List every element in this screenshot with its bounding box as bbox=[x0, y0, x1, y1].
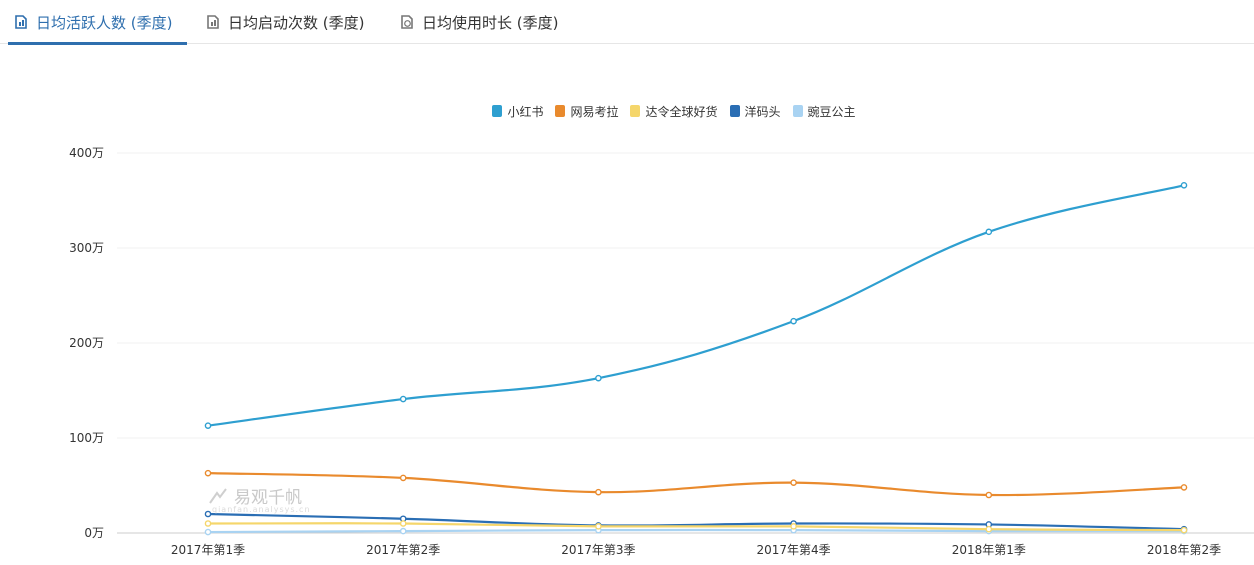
x-tick-label-0: 2017年第1季 bbox=[171, 543, 245, 557]
data-point-s4-1 bbox=[399, 527, 407, 535]
data-point-s0-4 bbox=[985, 228, 993, 236]
document-chart-icon bbox=[207, 15, 219, 29]
x-tick-label-4: 2018年第1季 bbox=[952, 543, 1026, 557]
series-line-4 bbox=[207, 528, 1185, 534]
data-point-s2-0 bbox=[204, 520, 212, 527]
legend-label: 洋码头 bbox=[744, 104, 781, 119]
legend-item-2[interactable]: 达令全球好货 bbox=[630, 103, 718, 120]
data-point-s4-0 bbox=[204, 528, 212, 536]
data-point-s1-5 bbox=[1180, 484, 1188, 491]
data-point-s2-2 bbox=[595, 523, 602, 530]
tab-daily-usage-time[interactable]: 日均使用时长 (季度) bbox=[400, 0, 558, 44]
data-point-s2-3 bbox=[790, 523, 797, 530]
tab-daily-launches[interactable]: 日均启动次数 (季度) bbox=[206, 0, 364, 44]
data-point-s0-0 bbox=[204, 422, 212, 429]
data-point-s0-1 bbox=[399, 395, 407, 403]
watermark: 易观千帆 bbox=[208, 483, 302, 508]
watermark-logo-icon bbox=[209, 487, 227, 504]
data-point-s0-5 bbox=[1180, 181, 1188, 189]
x-tick-label-5: 2018年第2季 bbox=[1147, 543, 1221, 557]
data-point-s2-1 bbox=[399, 520, 407, 527]
tab-label: 日均启动次数 (季度) bbox=[228, 13, 365, 32]
data-point-s1-2 bbox=[595, 488, 602, 496]
legend-swatch bbox=[555, 105, 566, 117]
legend-swatch bbox=[630, 105, 641, 117]
y-tick-label-2: 200万 bbox=[69, 336, 104, 350]
watermark-text: 易观千帆 bbox=[234, 488, 302, 508]
legend-item-4[interactable]: 豌豆公主 bbox=[792, 103, 856, 120]
x-tick-label-2: 2017年第3季 bbox=[561, 543, 635, 557]
data-point-s1-4 bbox=[985, 491, 993, 499]
data-point-s3-0 bbox=[204, 510, 212, 518]
legend-swatch bbox=[792, 105, 803, 117]
legend-item-1[interactable]: 网易考拉 bbox=[555, 103, 618, 120]
legend-item-0[interactable]: 小红书 bbox=[492, 103, 543, 120]
watermark-subtext: qianfan.analysys.cn bbox=[212, 505, 311, 514]
document-clock-icon bbox=[401, 15, 413, 29]
legend-swatch bbox=[729, 105, 740, 117]
y-tick-label-3: 300万 bbox=[69, 241, 104, 255]
data-point-s0-2 bbox=[595, 374, 602, 382]
y-tick-label-4: 400万 bbox=[69, 146, 104, 160]
legend-item-3[interactable]: 洋码头 bbox=[729, 103, 781, 120]
data-point-s1-1 bbox=[399, 474, 407, 482]
series-line-0 bbox=[207, 184, 1185, 427]
legend-label: 豌豆公主 bbox=[807, 104, 856, 119]
x-tick-label-1: 2017年第2季 bbox=[366, 543, 440, 557]
chart-legend: 小红书 网易考拉 达令全球好货 洋码头 豌豆公主 bbox=[0, 101, 1254, 121]
data-point-s2-4 bbox=[985, 525, 993, 533]
tab-label: 日均使用时长 (季度) bbox=[422, 13, 559, 32]
legend-swatch bbox=[492, 105, 503, 117]
tab-bar: 日均活跃人数 (季度) 日均启动次数 (季度) 日均使用时长 (季度) bbox=[0, 0, 1254, 45]
document-chart-icon bbox=[15, 15, 27, 29]
x-tick-label-3: 2017年第4季 bbox=[757, 543, 831, 557]
series-line-1 bbox=[207, 472, 1185, 497]
data-point-s1-0 bbox=[204, 469, 212, 477]
data-point-s1-3 bbox=[790, 479, 797, 486]
series-line-3 bbox=[207, 512, 1185, 531]
y-tick-label-0: 0万 bbox=[84, 526, 104, 540]
data-point-s2-5 bbox=[1180, 526, 1188, 534]
legend-label: 网易考拉 bbox=[570, 104, 619, 119]
y-tick-label-1: 100万 bbox=[69, 431, 104, 445]
series-line-2 bbox=[207, 522, 1185, 532]
legend-label: 达令全球好货 bbox=[645, 104, 718, 119]
data-point-s0-3 bbox=[790, 317, 797, 325]
tab-label: 日均活跃人数 (季度) bbox=[36, 13, 173, 32]
tab-daily-active-users[interactable]: 日均活跃人数 (季度) bbox=[8, 0, 187, 45]
legend-label: 小红书 bbox=[507, 104, 544, 119]
